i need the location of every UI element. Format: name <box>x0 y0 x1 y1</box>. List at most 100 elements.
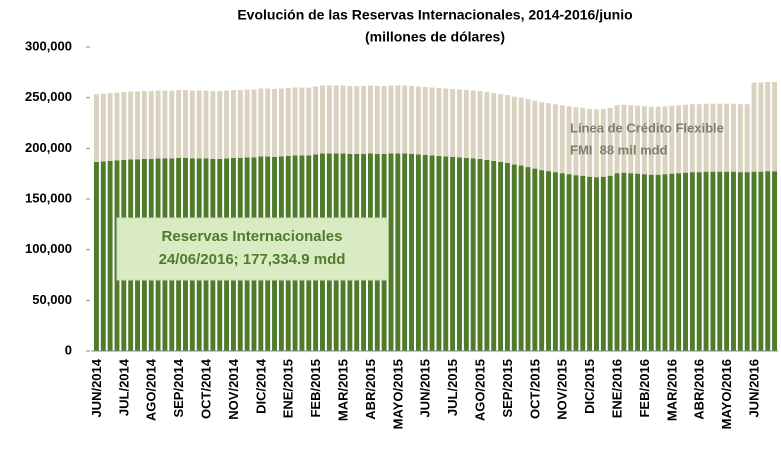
bar-segment <box>388 153 394 351</box>
bar-segment <box>552 172 558 351</box>
bar-segment <box>532 168 538 351</box>
x-tick-label: ENE/2015 <box>281 359 296 418</box>
chart-subtitle: (millones de dólares) <box>365 29 505 45</box>
bar-segment <box>436 155 442 351</box>
x-tick-label: ABR/2015 <box>363 359 378 420</box>
x-tick-label: ENE/2016 <box>609 359 624 418</box>
bar-segment <box>107 93 113 161</box>
y-tick-label: 200,000 <box>25 140 72 155</box>
bar-segment <box>415 86 421 155</box>
bar-segment <box>744 104 750 173</box>
bar-segment <box>388 85 394 154</box>
bar-segment <box>402 153 408 351</box>
bar-segment <box>751 82 757 172</box>
bar-segment <box>689 104 695 173</box>
bar-segment <box>361 86 367 154</box>
bar-segment <box>155 90 161 159</box>
x-tick-label: DIC/2015 <box>582 359 597 414</box>
bar-segment <box>162 90 168 159</box>
bar-segment <box>648 174 654 351</box>
bar-segment <box>662 106 668 175</box>
bar-segment <box>594 109 599 178</box>
bar-segment <box>477 158 483 351</box>
bar-segment <box>176 90 182 158</box>
bar-segment <box>491 93 497 161</box>
bar-segment <box>436 88 442 156</box>
bar-segment <box>655 106 661 175</box>
bar-segment <box>676 173 682 351</box>
bar-segment <box>504 95 510 164</box>
x-tick-label: FEB/2015 <box>308 359 323 418</box>
x-tick-label: NOV/2014 <box>226 358 241 419</box>
bar-segment <box>491 161 497 351</box>
bar-segment <box>511 164 517 351</box>
bar-segment <box>587 176 593 351</box>
bar-segment <box>114 92 120 161</box>
x-tick-label: OCT/2014 <box>198 358 213 419</box>
bar-segment <box>683 172 688 351</box>
bar-segment <box>594 177 599 351</box>
bar-segment <box>552 104 558 173</box>
bar-segment <box>443 88 449 157</box>
bar-segment <box>285 88 291 156</box>
bar-segment <box>409 86 414 154</box>
bar-segment <box>758 82 764 172</box>
bar-segment <box>504 163 510 351</box>
bar-segment <box>354 86 360 154</box>
bar-segment <box>676 105 682 174</box>
bar-segment <box>374 86 380 154</box>
bar-segment <box>415 154 421 351</box>
bar-segment <box>292 87 298 156</box>
bar-segment <box>696 172 702 351</box>
annotation: FMI 88 mil mdd <box>570 142 668 157</box>
bar-segment <box>93 94 99 163</box>
x-tick-label: ABR/2016 <box>692 359 707 420</box>
bar-segment <box>744 172 750 351</box>
bar-segment <box>731 103 736 172</box>
bar-segment <box>203 90 209 159</box>
bar-segment <box>244 89 250 158</box>
bar-segment <box>457 89 462 158</box>
bar-segment <box>169 90 175 159</box>
bar-segment <box>196 90 202 159</box>
y-tick-label: 150,000 <box>25 190 72 205</box>
bar-segment <box>381 86 387 154</box>
bar-segment <box>457 157 462 351</box>
bar-segment <box>703 171 709 351</box>
bar-segment <box>559 173 565 351</box>
x-tick-label: MAYO/2015 <box>390 359 405 429</box>
annotation: 24/06/2016; 177,334.9 mdd <box>159 251 346 268</box>
x-tick-label: DIC/2014 <box>253 358 268 414</box>
bar-segment <box>258 88 264 157</box>
bar-segment <box>395 85 401 154</box>
bar-segment <box>731 171 736 351</box>
bar-segment <box>539 170 545 351</box>
bar-segment <box>710 103 716 172</box>
bar-segment <box>566 106 572 175</box>
y-tick-label: 100,000 <box>25 241 72 256</box>
bar-segment <box>669 173 675 351</box>
bar-segment <box>641 174 647 351</box>
bar-segment <box>607 175 613 351</box>
bar-segment <box>100 161 106 351</box>
bar-segment <box>511 96 517 165</box>
bar-segment <box>566 174 572 351</box>
x-tick-label: JUL/2015 <box>445 359 460 416</box>
bar-segment <box>367 85 373 154</box>
x-tick-label: AGO/2014 <box>144 358 159 421</box>
bar-segment <box>546 171 551 351</box>
y-tick-label: 0 <box>65 342 72 357</box>
bar-segment <box>463 90 469 158</box>
bar-segment <box>573 107 579 176</box>
bar-segment <box>498 162 504 351</box>
annotation-box <box>116 217 388 281</box>
bar-segment <box>224 90 230 159</box>
x-tick-label: MAR/2015 <box>335 359 350 421</box>
bar-segment <box>765 171 771 351</box>
annotation: Línea de Crédito Flexible <box>570 120 724 135</box>
bar-segment <box>765 81 771 172</box>
x-tick-label: JUL/2014 <box>116 358 131 416</box>
y-tick-label: 250,000 <box>25 89 72 104</box>
bar-segment <box>326 85 332 154</box>
